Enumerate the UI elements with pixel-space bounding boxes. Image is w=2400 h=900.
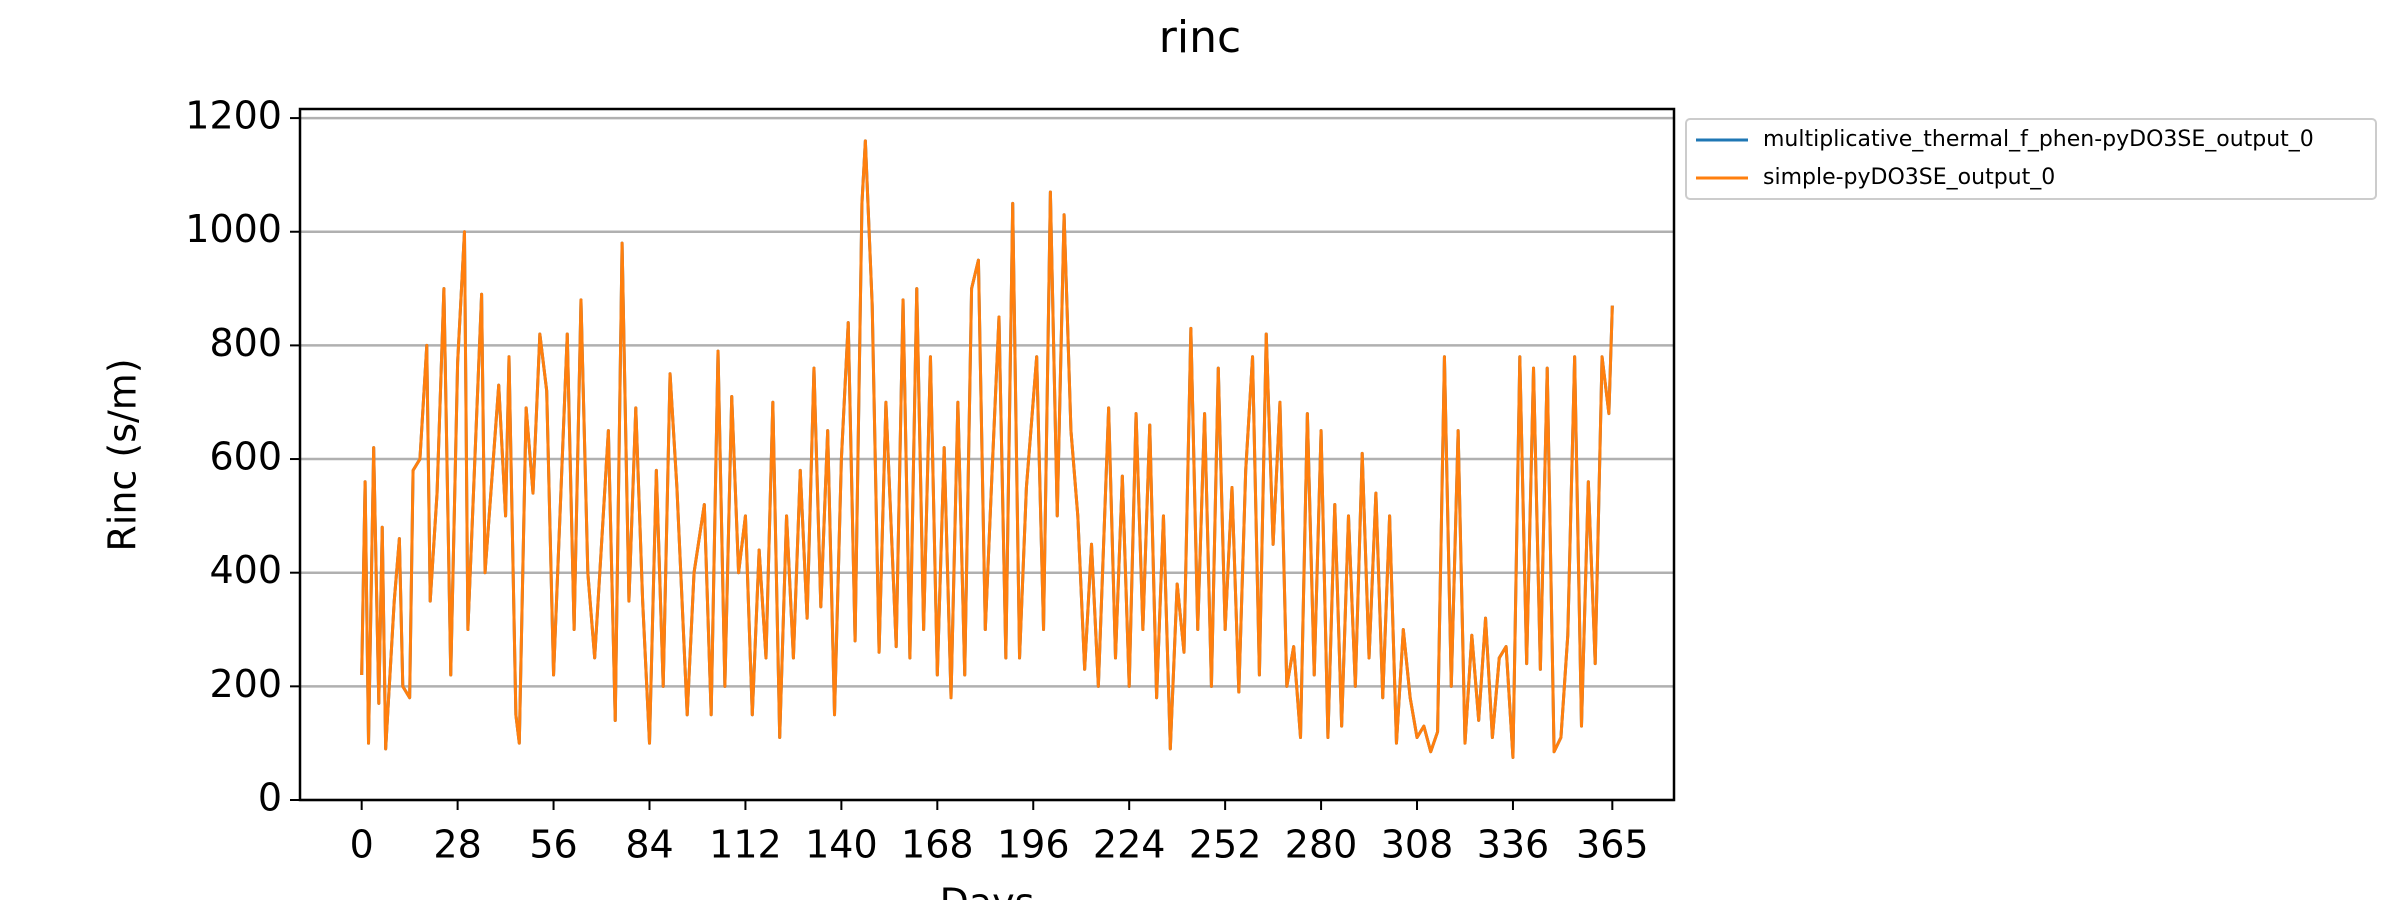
chart-title: rinc — [1159, 12, 1241, 63]
x-axis-label: Days — [940, 881, 1035, 900]
x-tick-label: 56 — [529, 823, 577, 867]
x-tick-label: 224 — [1093, 823, 1166, 867]
y-tick-label: 1000 — [185, 207, 282, 251]
x-tick-label: 140 — [805, 823, 878, 867]
x-tick-label: 196 — [997, 823, 1070, 867]
y-tick-label: 200 — [209, 662, 282, 706]
x-tick-label: 336 — [1477, 823, 1550, 867]
y-tick-label: 1200 — [185, 94, 282, 138]
x-tick-label: 0 — [350, 823, 374, 867]
series-line — [360, 139, 1614, 759]
legend-label: multiplicative_thermal_f_phen-pyDO3SE_ou… — [1763, 127, 2314, 152]
legend-box — [1685, 118, 2377, 200]
x-tick-label: 308 — [1381, 823, 1454, 867]
y-tick-label: 800 — [209, 321, 282, 365]
y-tick-label: 0 — [258, 776, 282, 820]
x-tick-label: 168 — [901, 823, 974, 867]
plot-frame — [298, 107, 1676, 802]
x-tick-label: 280 — [1285, 823, 1358, 867]
y-tick-label: 400 — [209, 548, 282, 592]
y-axis-label: Rinc (s/m) — [101, 358, 145, 551]
x-tick-label: 112 — [709, 823, 782, 867]
x-tick-label: 365 — [1576, 823, 1649, 867]
legend-label: simple-pyDO3SE_output_0 — [1763, 165, 2055, 190]
x-tick-label: 84 — [625, 823, 673, 867]
x-tick-label: 252 — [1189, 823, 1262, 867]
x-tick-label: 28 — [433, 823, 481, 867]
y-tick-label: 600 — [209, 435, 282, 479]
